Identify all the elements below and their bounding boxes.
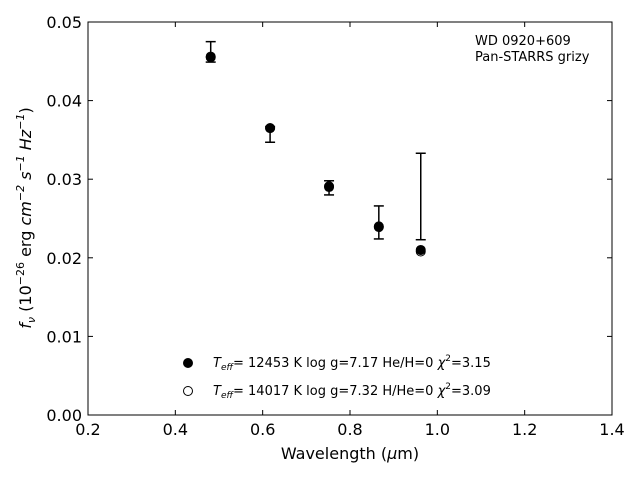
legend-entry-2: Teff= 14017 K log g=7.32 H/He=0 χ2=3.09 bbox=[213, 382, 491, 401]
annotation-survey: Pan-STARRS grizy bbox=[475, 50, 590, 65]
y-tick-label: 0.02 bbox=[46, 249, 82, 268]
x-tick-label: 0.6 bbox=[250, 420, 275, 439]
marker-filled bbox=[324, 182, 335, 193]
legend-entry-1: Teff= 12453 K log g=7.17 He/H=0 χ2=3.15 bbox=[213, 354, 491, 373]
y-tick-label: 0.05 bbox=[46, 13, 82, 32]
y-tick-label: 0.04 bbox=[46, 92, 82, 111]
observed-errorbars bbox=[205, 40, 426, 241]
model-markers bbox=[205, 51, 426, 257]
y-axis: 0.00 0.01 0.02 0.03 0.04 0.05 bbox=[46, 13, 612, 425]
x-axis: 0.2 0.4 0.6 0.8 1.0 1.2 1.4 bbox=[75, 22, 625, 439]
marker-filled bbox=[415, 244, 426, 255]
marker-filled bbox=[265, 123, 276, 134]
marker-filled bbox=[373, 222, 384, 233]
annotation-object: WD 0920+609 bbox=[475, 34, 571, 49]
y-tick-label: 0.01 bbox=[46, 327, 82, 346]
legend-marker-open bbox=[183, 386, 193, 396]
marker-filled bbox=[205, 52, 216, 63]
x-tick-label: 1.4 bbox=[599, 420, 624, 439]
x-tick-label: 1.2 bbox=[512, 420, 537, 439]
x-tick-label: 0.2 bbox=[75, 420, 100, 439]
y-axis-title: fν (10−26 erg cm−2 s−1 Hz−1) bbox=[14, 107, 38, 328]
y-tick-label: 0.03 bbox=[46, 170, 82, 189]
x-tick-label: 0.8 bbox=[337, 420, 362, 439]
legend-marker-filled bbox=[183, 358, 193, 368]
x-tick-label: 0.4 bbox=[163, 420, 188, 439]
x-axis-title: Wavelength (μm) bbox=[281, 444, 419, 463]
y-tick-label: 0.00 bbox=[46, 406, 82, 425]
x-tick-label: 1.0 bbox=[425, 420, 450, 439]
legend: Teff= 12453 K log g=7.17 He/H=0 χ2=3.15 … bbox=[183, 354, 491, 401]
